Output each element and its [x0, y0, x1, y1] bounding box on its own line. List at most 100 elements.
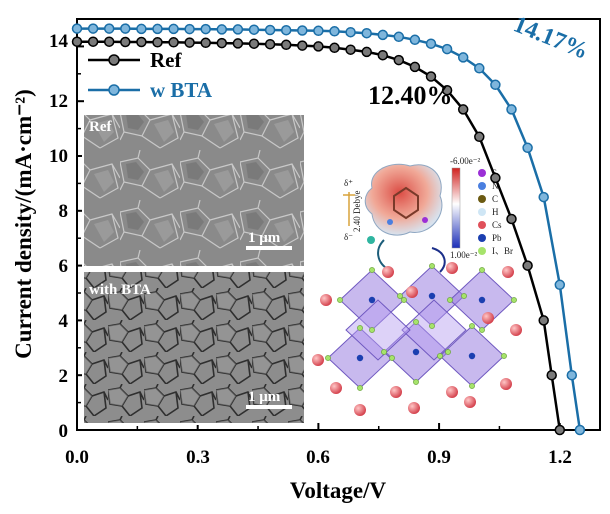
- scale-label-bta: 1 μm: [248, 389, 281, 405]
- y-tick-label: 6: [59, 256, 69, 277]
- data-point: [538, 315, 549, 326]
- data-point: [103, 36, 115, 47]
- legend-marker-bta: [108, 84, 120, 96]
- data-point: [136, 23, 147, 35]
- y-tick-label: 12: [49, 91, 68, 112]
- pce-label-ref: 12.40%: [368, 81, 453, 110]
- sem-inset-bta: with BTA 1 μm: [82, 270, 306, 425]
- legend-label-bta: w BTA: [150, 78, 213, 102]
- data-point: [522, 142, 533, 154]
- data-point: [232, 38, 244, 49]
- data-point: [264, 24, 276, 36]
- data-point: [280, 24, 292, 36]
- halide-atom: [429, 323, 435, 329]
- binding-arrow-left: [377, 239, 387, 269]
- x-tick-label: 0.9: [427, 447, 451, 468]
- legend-dot-cs: [478, 221, 486, 229]
- data-point: [574, 424, 586, 436]
- halide-atom: [469, 383, 475, 389]
- legend-text-h: H: [492, 207, 499, 217]
- data-point: [425, 71, 437, 82]
- y-tick-labels: 0 2 4 6 8 10 12 14: [49, 31, 69, 442]
- binding-arrow-right: [431, 247, 446, 273]
- data-point: [566, 369, 578, 381]
- esp-min-label: 1.00e⁻²: [450, 250, 477, 260]
- x-tick-label: 0.6: [306, 447, 330, 468]
- halide-atom: [357, 325, 363, 331]
- legend-dot-c: [478, 195, 486, 203]
- esp-colorbar: [451, 167, 461, 249]
- data-point: [377, 49, 389, 61]
- data-point: [409, 34, 421, 46]
- cs-atom: [408, 402, 420, 414]
- octahedron: [345, 299, 411, 361]
- data-point: [474, 63, 485, 74]
- anchor-atom: [367, 236, 375, 244]
- series-w-bta: [71, 23, 586, 436]
- data-point: [313, 41, 324, 52]
- halide-atom: [429, 263, 435, 269]
- data-point: [361, 27, 372, 39]
- sem-image-ref: [82, 113, 306, 268]
- legend-dot-h: [478, 208, 486, 216]
- legend-dot-s: [478, 169, 486, 177]
- sem-image-bta: [82, 270, 306, 425]
- data-point: [71, 23, 83, 34]
- data-point: [345, 26, 356, 38]
- halide-atom: [479, 267, 485, 273]
- halide-atom: [511, 297, 517, 303]
- data-point: [554, 424, 566, 436]
- legend-dot-pb: [478, 234, 486, 242]
- data-point: [120, 36, 131, 48]
- halide-atom: [461, 293, 467, 299]
- data-point: [377, 29, 389, 41]
- legend: Ref w BTA: [88, 48, 213, 102]
- cs-atoms: [312, 262, 522, 416]
- halide-atom: [501, 353, 507, 359]
- data-point: [168, 23, 179, 35]
- data-point: [506, 213, 517, 225]
- data-point: [409, 61, 421, 73]
- legend-text-i-br: I、Br: [492, 246, 513, 256]
- x-axis-title: Voltage/V: [290, 478, 387, 503]
- data-point: [457, 104, 469, 115]
- series-ref: [71, 36, 566, 436]
- halide-atom: [337, 297, 343, 303]
- data-point: [490, 79, 501, 91]
- data-point: [248, 24, 260, 35]
- halide-atom: [479, 327, 485, 333]
- halide-atom: [325, 355, 331, 361]
- data-point: [216, 24, 228, 35]
- legend-dot-n: [478, 182, 486, 190]
- data-point: [103, 23, 115, 34]
- cs-atom: [312, 354, 324, 366]
- data-point: [168, 37, 179, 48]
- legend-text-n: N: [492, 181, 499, 191]
- y-tick-label: 2: [59, 366, 69, 387]
- esp-cloud: [364, 163, 443, 236]
- btа-ring: [393, 186, 419, 220]
- data-point: [152, 23, 163, 35]
- halide-atom: [413, 319, 419, 325]
- data-point: [329, 42, 340, 54]
- halide-atom: [447, 297, 453, 303]
- halide-atom: [437, 353, 443, 359]
- esp-max-label: -6.00e⁻²: [450, 156, 480, 166]
- data-point: [248, 38, 260, 49]
- dipole-label: 2.40 Debye: [352, 191, 362, 233]
- data-point: [200, 23, 211, 35]
- data-point: [200, 37, 211, 49]
- data-point: [297, 40, 308, 51]
- legend-text-c: C: [492, 194, 498, 204]
- data-point: [441, 43, 453, 55]
- data-point: [264, 38, 276, 50]
- halide-atom: [469, 323, 475, 329]
- y-axis-title: Current density/(mA·cm⁻²): [11, 89, 36, 359]
- cs-atom: [390, 386, 402, 398]
- y-tick-label: 8: [59, 201, 69, 222]
- cs-atom: [500, 378, 512, 390]
- x-tick-label: 0.0: [65, 447, 89, 468]
- halide-atom: [369, 267, 375, 273]
- perovskite-lattice: [327, 265, 515, 389]
- data-point: [313, 25, 324, 37]
